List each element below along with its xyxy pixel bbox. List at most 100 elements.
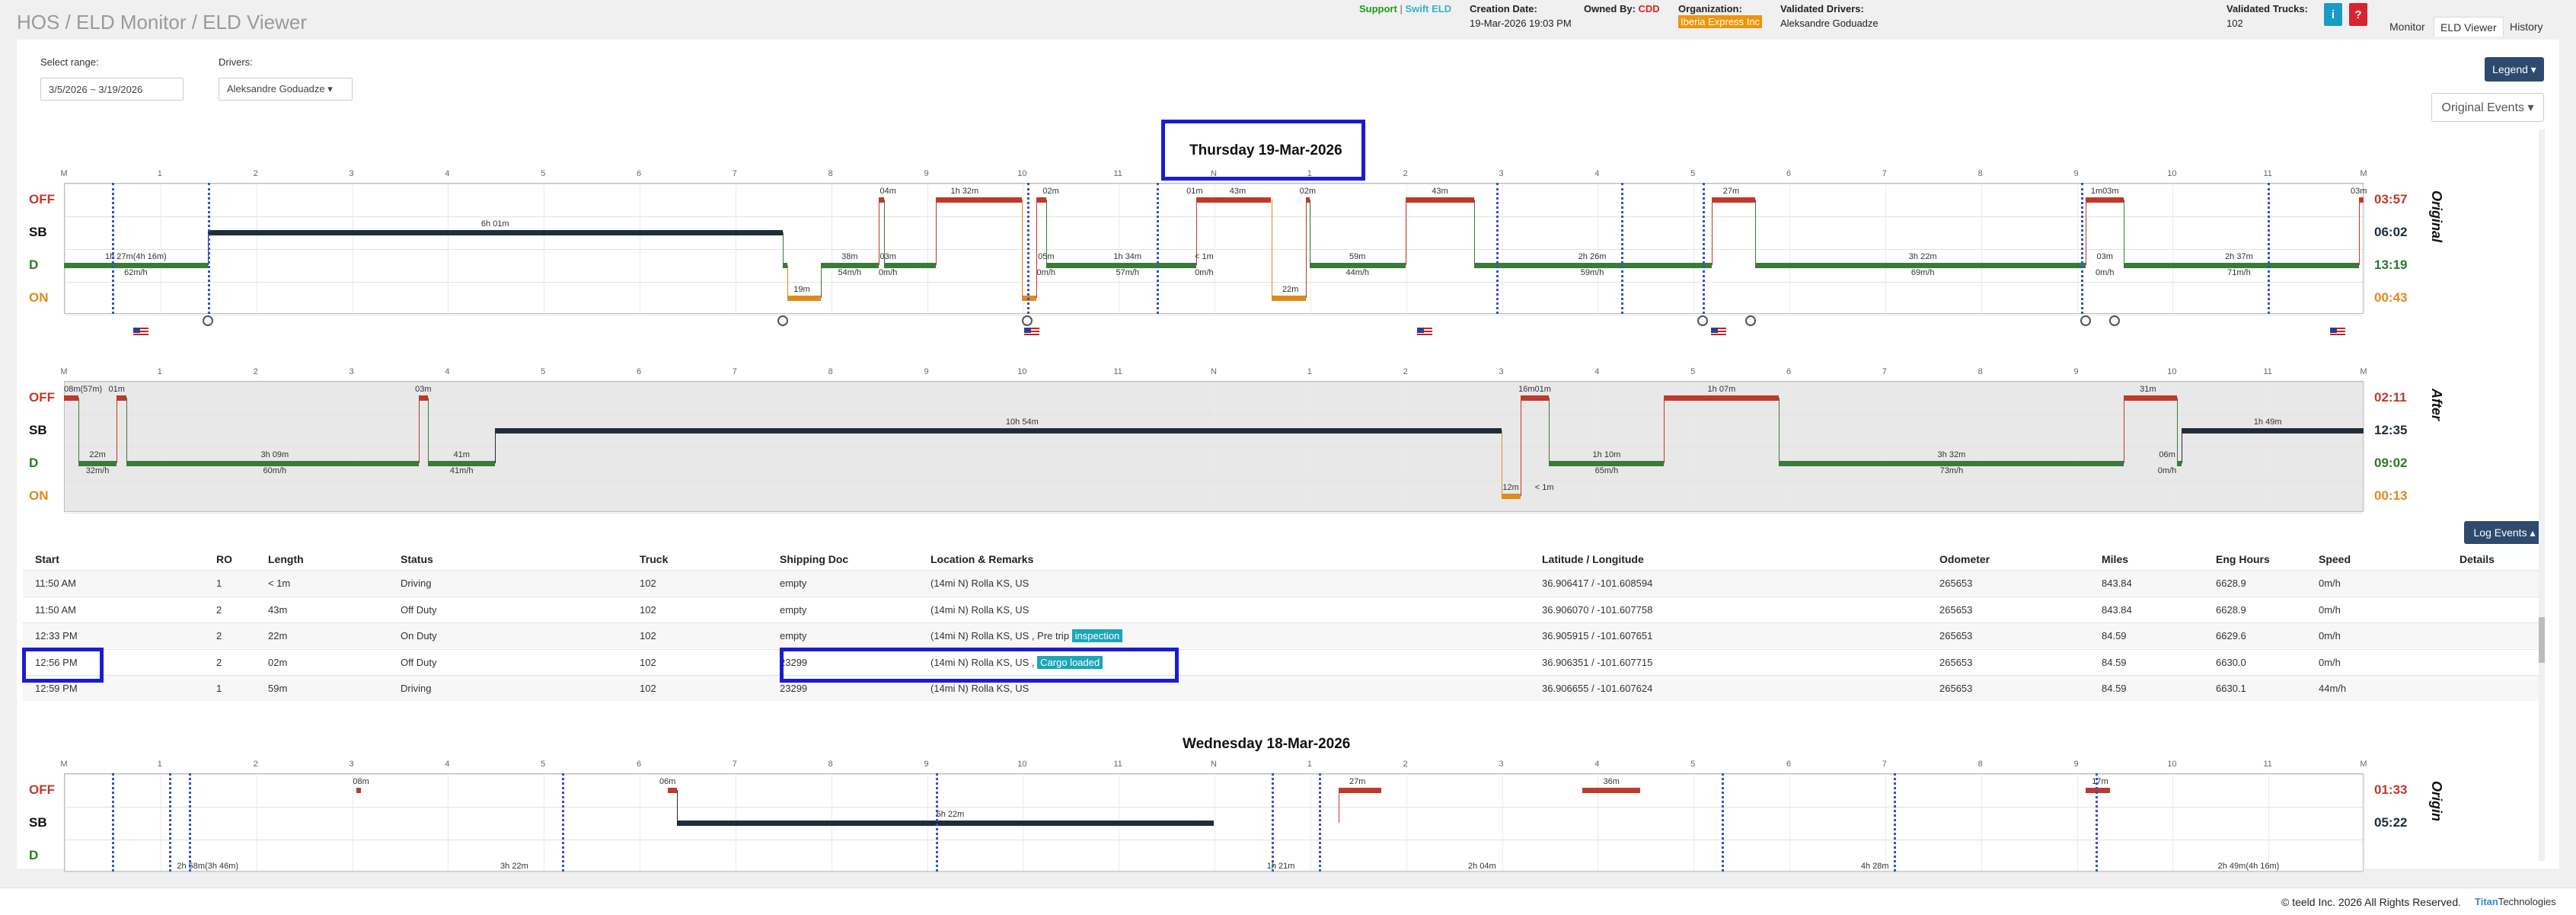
grid-vline — [2076, 184, 2078, 313]
segment-label: 2h 58m(3h 46m) — [177, 862, 239, 872]
segment-label: 02m — [1299, 186, 1317, 196]
cell-status: On Duty — [401, 630, 437, 641]
support-link[interactable]: Support | Swift ELD — [1359, 3, 1452, 14]
segment-connector — [495, 430, 496, 463]
column-header: Length — [268, 553, 304, 565]
row-label-sb: SB — [29, 224, 47, 239]
total-sb: 05:22 — [2374, 814, 2408, 830]
cell-eng: 6628.9 — [2216, 577, 2246, 589]
location-marker-line — [111, 183, 114, 314]
log-events-button[interactable]: Log Events ▴ — [2464, 521, 2545, 544]
column-header: Speed — [2319, 553, 2351, 565]
validated-trucks-label: Validated Trucks: — [2226, 3, 2308, 14]
segment-label: 06m — [2159, 450, 2175, 459]
cell-latlon: 36.906070 / -101.607758 — [1542, 603, 1653, 616]
segment-label: 0m/h — [1036, 268, 1056, 277]
cell-truck: 102 — [640, 656, 656, 668]
event-marker-icon[interactable] — [777, 315, 788, 326]
tab-eld-viewer[interactable]: ELD Viewer — [2434, 17, 2504, 37]
location-marker-line — [1026, 183, 1029, 314]
table-row[interactable]: 12:59 PM 1 59m Driving 102 23299 (14mi N) Roll… — [23, 675, 2545, 701]
status-segment-off — [2086, 787, 2110, 793]
segment-label: 1h 34m — [1113, 251, 1142, 261]
grid-hline — [65, 774, 2363, 775]
event-marker-icon[interactable] — [1697, 315, 1708, 326]
scrollbar-thumb[interactable] — [2539, 617, 2545, 663]
cell-truck: 102 — [640, 577, 656, 589]
segment-label: 43m — [1229, 186, 1247, 196]
grid-vline — [1885, 382, 1886, 511]
tab-history[interactable]: History — [2510, 21, 2543, 33]
tab-monitor[interactable]: Monitor — [2389, 21, 2425, 33]
event-marker-icon[interactable] — [2080, 315, 2092, 326]
date-range-input[interactable]: 3/5/2026 ~ 3/19/2026 — [40, 78, 184, 101]
cell-doc: empty — [780, 630, 807, 641]
info-button[interactable]: i — [2324, 3, 2342, 26]
grid-vline — [2076, 774, 2078, 871]
help-icon[interactable]: ? — [2349, 3, 2367, 26]
cell-speed: 0m/h — [2319, 630, 2341, 641]
hour-tick: 11 — [1113, 169, 1122, 178]
cell-start: 12:56 PM — [35, 656, 78, 668]
status-segment-off — [2124, 395, 2177, 401]
table-row[interactable]: 12:56 PM 2 02m Off Duty 102 23299 (14mi N) Rol… — [23, 648, 2545, 675]
hour-tick: 4 — [1594, 367, 1600, 376]
status-segment-off — [1582, 787, 1640, 793]
segment-connector — [1664, 397, 1665, 463]
driver-select[interactable]: Aleksandre Goduadze ▾ — [219, 78, 353, 101]
titan-logo: TitanTechnologies — [2475, 896, 2556, 907]
cell-start: 11:50 AM — [35, 603, 76, 616]
scrollbar-track[interactable] — [2539, 130, 2545, 861]
grid-vline — [927, 382, 928, 511]
hour-tick: 2 — [253, 760, 258, 769]
segment-label: 73m/h — [1939, 466, 1964, 475]
segment-connector — [936, 199, 937, 265]
grid-vline — [1981, 184, 1982, 313]
hour-tick: 11 — [2263, 169, 2272, 178]
segment-label: 1h 32m — [950, 186, 979, 196]
grid-vline — [2364, 382, 2365, 511]
grid-vline — [1406, 184, 1407, 313]
segment-label: 62m/h — [124, 268, 148, 277]
segment-label: 16m01m — [1518, 384, 1551, 394]
cell-odo: 265653 — [1939, 577, 1973, 589]
status-segment-d — [1779, 460, 2124, 466]
event-marker-icon[interactable] — [1744, 315, 1756, 326]
location-marker-line — [936, 773, 939, 872]
status-segment-d — [821, 262, 879, 268]
event-marker-icon[interactable] — [2108, 315, 2120, 326]
legend-button[interactable]: Legend ▾ — [2485, 57, 2544, 82]
location-marker-line — [1156, 183, 1159, 314]
grid-vline — [2076, 382, 2078, 511]
column-header: Odometer — [1939, 553, 1990, 565]
validated-drivers-value: Aleksandre Goduadze — [1780, 18, 1879, 29]
status-segment-off — [64, 395, 78, 401]
cell-status: Off Duty — [401, 656, 437, 668]
grid-hline — [65, 447, 2363, 448]
location-marker-line — [1319, 773, 1322, 872]
event-marker-icon[interactable] — [1021, 315, 1033, 326]
hour-tick: 9 — [2073, 760, 2079, 769]
segment-label: 01m — [1186, 186, 1203, 196]
cell-latlon: 36.906655 / -101.607624 — [1542, 683, 1653, 694]
segment-connector — [1549, 397, 1550, 463]
status-segment-on — [1501, 493, 1521, 499]
cell-start: 12:59 PM — [35, 683, 78, 694]
location-marker-line — [2080, 183, 2083, 314]
table-row[interactable]: 11:50 AM 2 43m Off Duty 102 empty (14mi N) Rol… — [23, 596, 2545, 622]
original-events-select[interactable]: Original Events ▾ — [2431, 93, 2544, 122]
table-row[interactable]: 11:50 AM 1 < 1m Driving 102 empty (14mi N) Rol… — [23, 570, 2545, 596]
grid-hline — [65, 282, 2363, 283]
status-segment-on — [1271, 295, 1306, 301]
cell-length: 02m — [268, 656, 288, 668]
cell-odo: 265653 — [1939, 683, 1973, 694]
segment-connector — [677, 789, 678, 823]
grid-vline — [1789, 184, 1790, 313]
segment-label: 01m — [108, 384, 125, 394]
segment-label: 08m(57m) — [64, 384, 103, 394]
table-row[interactable]: 12:33 PM 2 22m On Duty 102 empty (14mi N) Roll… — [23, 622, 2545, 648]
event-marker-icon[interactable] — [202, 315, 213, 326]
grid-vline — [2268, 382, 2270, 511]
status-segment-off — [2086, 197, 2124, 203]
location-marker-line — [1271, 773, 1274, 872]
